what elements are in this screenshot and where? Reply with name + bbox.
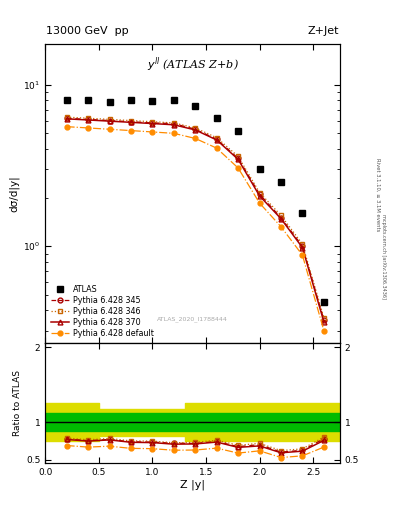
Text: mcplots.cern.ch [arXiv:1306.3436]: mcplots.cern.ch [arXiv:1306.3436] xyxy=(382,214,386,298)
Legend: ATLAS, Pythia 6.428 345, Pythia 6.428 346, Pythia 6.428 370, Pythia 6.428 defaul: ATLAS, Pythia 6.428 345, Pythia 6.428 34… xyxy=(49,283,155,339)
Text: Rivet 3.1.10, ≥ 3.1M events: Rivet 3.1.10, ≥ 3.1M events xyxy=(375,158,380,231)
Y-axis label: Ratio to ATLAS: Ratio to ATLAS xyxy=(13,370,22,436)
Y-axis label: dσ/d|y|: dσ/d|y| xyxy=(9,175,19,212)
Text: Z+Jet: Z+Jet xyxy=(308,26,339,36)
Text: ATLAS_2020_I1788444: ATLAS_2020_I1788444 xyxy=(157,317,228,323)
Text: $y^{ll}$ (ATLAS Z+b): $y^{ll}$ (ATLAS Z+b) xyxy=(147,55,239,74)
Text: 13000 GeV  pp: 13000 GeV pp xyxy=(46,26,129,36)
X-axis label: Z |y|: Z |y| xyxy=(180,480,205,490)
